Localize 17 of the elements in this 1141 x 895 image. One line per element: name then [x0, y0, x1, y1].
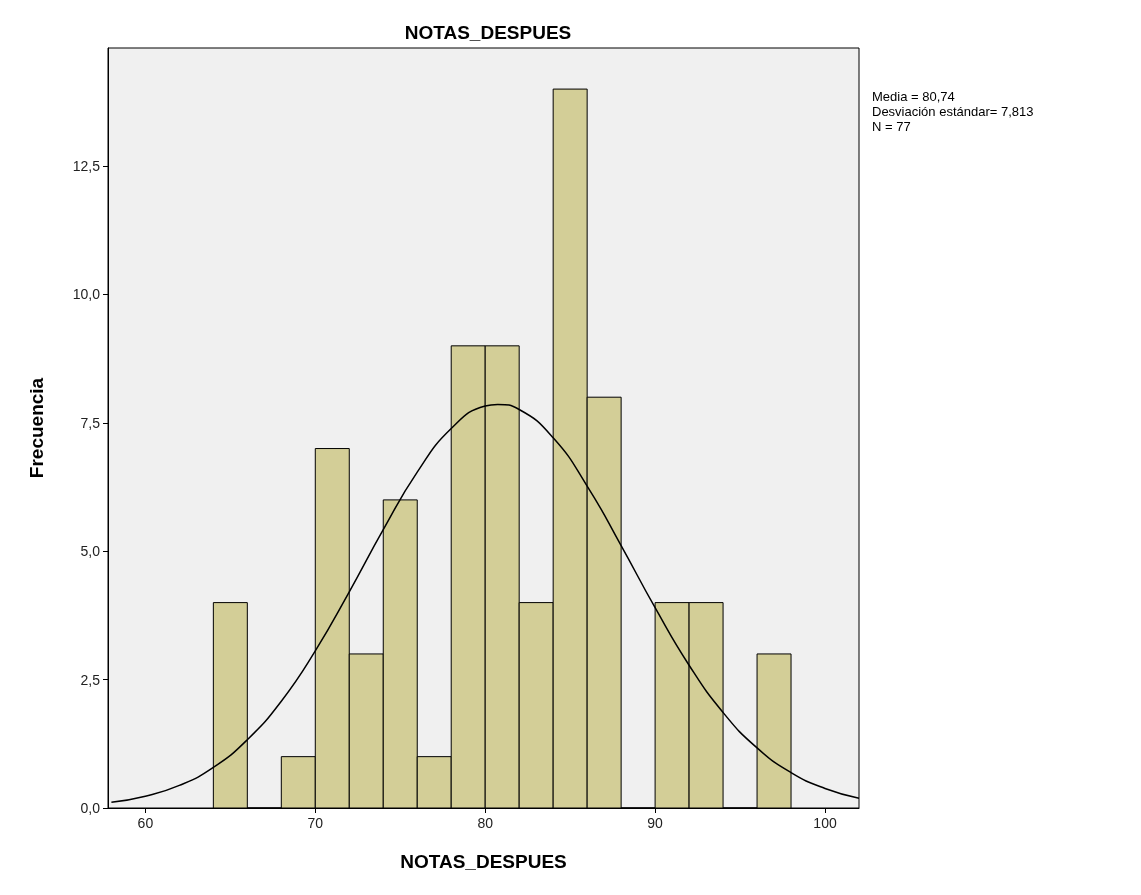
chart-title: NOTAS_DESPUES [404, 22, 572, 43]
y-tick-label: 10,0 [72, 286, 101, 303]
y-tick-label: 5,0 [80, 543, 101, 560]
x-tick-label: 60 [137, 815, 154, 831]
x-axis-title: NOTAS_DESPUES [400, 851, 567, 872]
x-tick-label: 90 [647, 815, 664, 831]
y-axis-title: Frecuencia [26, 377, 47, 479]
x-tick-label: 80 [477, 815, 494, 831]
text: N = 77 [872, 119, 911, 134]
y-tick-label: 0,0 [80, 800, 101, 816]
text: Media = 80,74 [872, 89, 955, 104]
x-tick-label: 70 [307, 815, 324, 831]
y-tick-label: 7,5 [80, 414, 101, 431]
text: Desviación estándar= 7,813 [872, 104, 1034, 119]
x-tick-label: 100 [813, 815, 837, 831]
y-tick-label: 2,5 [80, 671, 101, 688]
y-tick-label: 12,5 [72, 158, 101, 175]
